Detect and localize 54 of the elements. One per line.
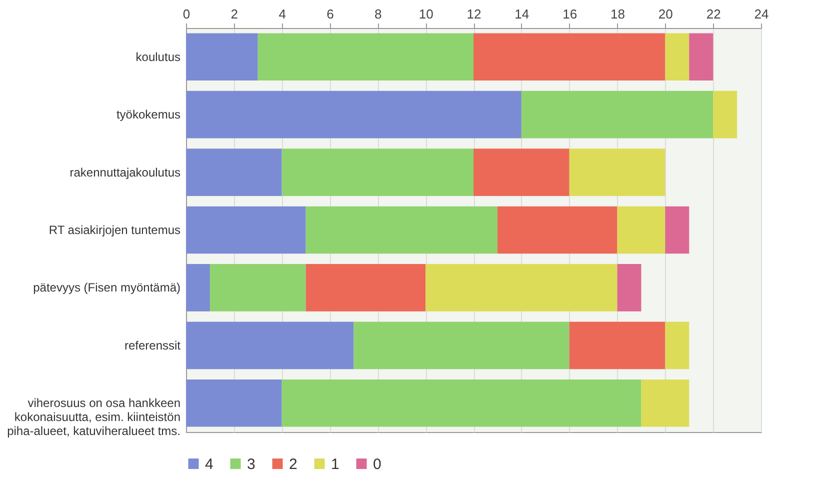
- bar: [426, 264, 618, 312]
- y-tick-label: työkokemus: [116, 108, 180, 122]
- y-tick-label: pätevyys (Fisen myöntämä): [33, 280, 180, 295]
- bar: [186, 33, 258, 81]
- bar: [474, 148, 570, 196]
- bar: [186, 206, 306, 254]
- bar: [665, 206, 690, 254]
- x-tick-label: 6: [326, 6, 334, 22]
- bar: [713, 90, 738, 138]
- x-tick-label: 12: [466, 6, 482, 22]
- y-tick-label: referenssit: [124, 338, 182, 352]
- bar: [617, 264, 642, 312]
- bar: [569, 148, 666, 196]
- y-tick-label: RT asiakirjojen tuntemus: [48, 223, 180, 237]
- legend-label: 2: [289, 456, 298, 473]
- bar: [210, 264, 306, 312]
- bar: [641, 379, 690, 427]
- bar: [282, 379, 642, 427]
- bar: [282, 148, 474, 196]
- legend-label: 4: [205, 456, 214, 473]
- x-tick-label: 2: [230, 6, 238, 22]
- y-tick-label: koulutus: [136, 50, 180, 64]
- bar: [665, 33, 690, 81]
- bar: [186, 148, 282, 196]
- legend-label: 0: [373, 456, 382, 473]
- x-tick-label: 14: [514, 6, 530, 22]
- bar: [186, 264, 210, 312]
- y-tick-label: viherosuus on osa hankkeen kokonaisuutta, esim. kiinteistön piha-alueet, katuviheralueet tms.: [7, 396, 180, 438]
- bar: [665, 322, 690, 370]
- bar: [186, 322, 354, 370]
- legend-label: 3: [247, 456, 256, 473]
- bar: [306, 206, 498, 254]
- bar: [689, 33, 714, 81]
- x-tick-label: 22: [706, 6, 721, 22]
- x-tick-label: 16: [562, 6, 578, 22]
- bar: [306, 264, 426, 312]
- bar: [569, 322, 666, 370]
- x-tick-label: 18: [610, 6, 625, 22]
- x-tick-label: 20: [658, 6, 673, 22]
- bar: [474, 33, 666, 81]
- bar: [186, 379, 282, 427]
- bar: [617, 206, 666, 254]
- y-tick-label: rakennuttajakoulutus: [70, 165, 180, 180]
- x-tick-label: 0: [182, 6, 190, 22]
- x-tick-label: 10: [418, 6, 434, 22]
- bar: [186, 90, 522, 138]
- bar: [354, 322, 570, 370]
- x-tick-label: 24: [754, 6, 769, 22]
- legend-label: 1: [331, 456, 340, 473]
- bar: [521, 90, 714, 138]
- bar: [497, 206, 618, 254]
- x-tick-label: 4: [278, 6, 286, 22]
- x-tick-label: 8: [374, 6, 382, 22]
- bar: [258, 33, 474, 81]
